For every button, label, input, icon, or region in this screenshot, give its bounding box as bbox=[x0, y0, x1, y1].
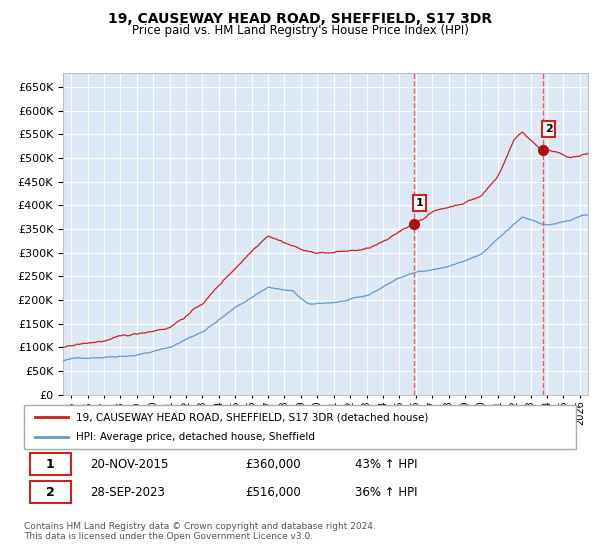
Text: 1: 1 bbox=[46, 458, 55, 471]
Text: 36% ↑ HPI: 36% ↑ HPI bbox=[355, 486, 418, 499]
Text: 20-NOV-2015: 20-NOV-2015 bbox=[90, 458, 169, 471]
FancyBboxPatch shape bbox=[24, 405, 576, 449]
Text: HPI: Average price, detached house, Sheffield: HPI: Average price, detached house, Shef… bbox=[76, 432, 316, 442]
Text: 19, CAUSEWAY HEAD ROAD, SHEFFIELD, S17 3DR (detached house): 19, CAUSEWAY HEAD ROAD, SHEFFIELD, S17 3… bbox=[76, 412, 429, 422]
Text: 2: 2 bbox=[46, 486, 55, 499]
FancyBboxPatch shape bbox=[29, 482, 71, 503]
Text: £516,000: £516,000 bbox=[245, 486, 301, 499]
Text: 28-SEP-2023: 28-SEP-2023 bbox=[90, 486, 165, 499]
Text: Price paid vs. HM Land Registry's House Price Index (HPI): Price paid vs. HM Land Registry's House … bbox=[131, 24, 469, 37]
Text: 1: 1 bbox=[416, 198, 424, 208]
Text: 43% ↑ HPI: 43% ↑ HPI bbox=[355, 458, 418, 471]
FancyBboxPatch shape bbox=[29, 454, 71, 475]
Text: £360,000: £360,000 bbox=[245, 458, 301, 471]
Text: 2: 2 bbox=[545, 124, 553, 134]
Text: 19, CAUSEWAY HEAD ROAD, SHEFFIELD, S17 3DR: 19, CAUSEWAY HEAD ROAD, SHEFFIELD, S17 3… bbox=[108, 12, 492, 26]
Text: Contains HM Land Registry data © Crown copyright and database right 2024.
This d: Contains HM Land Registry data © Crown c… bbox=[24, 522, 376, 542]
